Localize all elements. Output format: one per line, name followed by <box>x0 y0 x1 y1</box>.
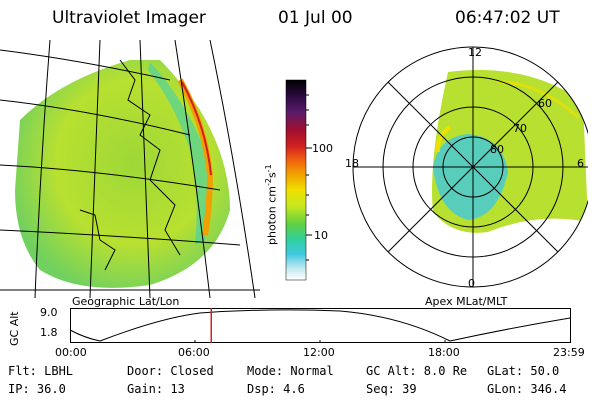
colorbar <box>285 79 312 281</box>
info-gain: Gain: 13 <box>127 382 185 396</box>
colorbar-tick-100: 100 <box>312 142 333 155</box>
polar-caption: Apex MLat/MLT <box>425 295 508 308</box>
timeline-xtick-1200: 12:00 <box>303 346 335 359</box>
mlt-label-12: 12 <box>468 46 482 59</box>
mlat-label-70: 70 <box>513 122 527 135</box>
info-dsp: Dsp: 4.6 <box>247 382 305 396</box>
polar-cap-region <box>433 134 508 220</box>
mlat-label-60: 60 <box>538 97 552 110</box>
uv-emission-region <box>15 60 230 288</box>
auroral-limb-core <box>181 81 212 176</box>
info-glon: GLon: 346.4 <box>487 382 567 396</box>
info-glat: GLat: 50.0 <box>487 364 560 378</box>
mlt-label-6: 6 <box>577 157 584 170</box>
coastline <box>119 59 181 256</box>
info-flt: Flt: LBHL <box>8 364 74 378</box>
timeline-xtick-0600: 06:00 <box>178 346 210 359</box>
polar-plot <box>352 46 588 288</box>
info-gc-alt: GC Alt: 8.0 Re <box>366 364 468 378</box>
colorbar-gradient <box>285 79 307 281</box>
uv-edge-band <box>148 62 209 245</box>
header-date: 01 Jul 00 <box>278 8 353 28</box>
polar-bright-band <box>497 80 579 119</box>
info-door: Door: Closed <box>127 364 214 378</box>
polar-grid <box>352 46 588 288</box>
timeline-ytick-min: 1.8 <box>40 326 58 339</box>
info-seq: Seq: 39 <box>366 382 417 396</box>
timeline-xtick-0000: 00:00 <box>55 346 87 359</box>
timeline-xtick-1800: 18:00 <box>428 346 460 359</box>
timeline-xtick-2359: 23:59 <box>553 346 585 359</box>
coastline-south <box>79 209 116 271</box>
colorbar-label: photon cm-2s-1 <box>264 164 279 245</box>
info-mode: Mode: Normal <box>247 364 334 378</box>
orbit-altitude-curve <box>70 309 571 342</box>
page-title: Ultraviolet Imager <box>52 8 206 28</box>
timeline-ylabel: GC Alt <box>8 311 21 346</box>
header-time: 06:47:02 UT <box>455 8 560 28</box>
colorbar-tick-10: 10 <box>314 229 328 242</box>
timeline-plot <box>70 308 571 343</box>
mlt-label-18: 18 <box>345 157 359 170</box>
colorbar-ticks <box>306 94 312 261</box>
info-ip: IP: 36.0 <box>8 382 66 396</box>
mlat-label-80: 80 <box>490 143 504 156</box>
polar-arc <box>435 125 452 153</box>
geo-caption: Geographic Lat/Lon <box>72 295 180 308</box>
mlt-label-0: 0 <box>468 277 475 290</box>
timeline-ticks <box>194 340 446 343</box>
geographic-image <box>0 40 260 298</box>
lat-lon-grid <box>0 40 260 298</box>
timeline-ytick-max: 9.0 <box>40 306 58 319</box>
